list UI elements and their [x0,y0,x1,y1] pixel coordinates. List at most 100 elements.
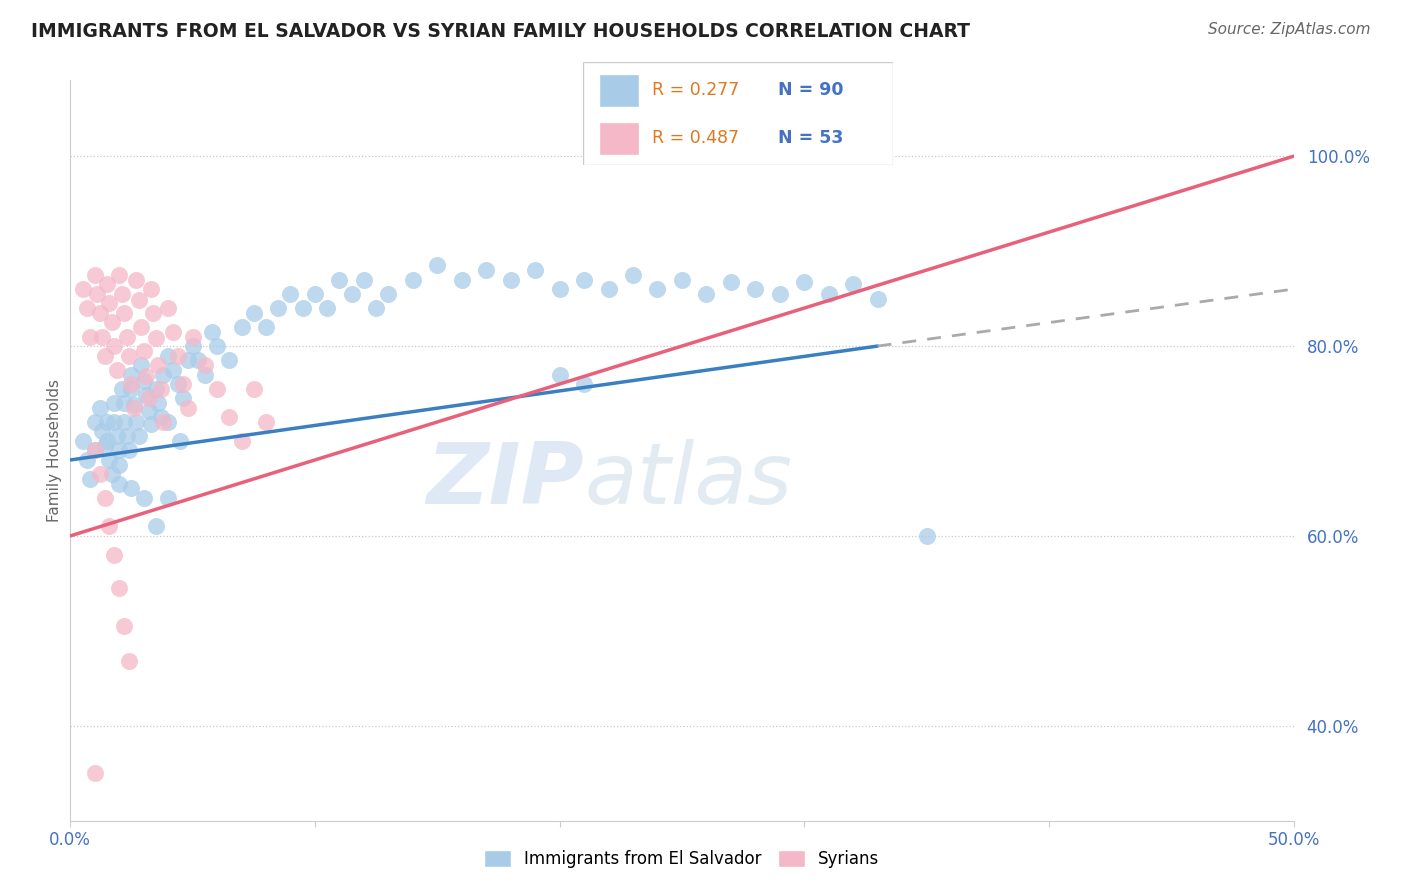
Point [101,315,124,329]
Point [671,272,693,286]
Point [122,401,145,415]
Point [83,268,105,282]
Point [83,766,105,780]
Point [205,382,228,396]
Point [145,331,167,345]
Point [218,353,240,368]
Point [118,349,141,363]
Point [138,391,160,405]
Point [128,429,150,443]
Point [105,429,128,443]
Text: atlas: atlas [583,439,792,522]
Point [218,410,240,425]
Point [112,619,135,633]
Point [426,259,449,273]
Text: IMMIGRANTS FROM EL SALVADOR VS SYRIAN FAMILY HOUSEHOLDS CORRELATION CHART: IMMIGRANTS FROM EL SALVADOR VS SYRIAN FA… [31,22,970,41]
Point [524,263,547,277]
Point [177,401,200,415]
Point [93,439,115,453]
Point [128,293,150,308]
Point [83,415,105,429]
Point [108,443,131,458]
Point [135,369,157,384]
Point [328,272,350,286]
Point [152,415,174,429]
Point [115,329,138,343]
Point [132,491,155,505]
Point [108,476,131,491]
Point [450,272,472,286]
Point [132,374,155,388]
Point [243,306,266,320]
Point [83,443,105,458]
Point [254,415,277,429]
Point [101,467,124,482]
Point [186,353,208,368]
Point [647,282,669,296]
Point [254,320,277,334]
Point [291,301,314,315]
Point [93,491,115,505]
Point [280,286,302,301]
Point [125,272,148,286]
Point [842,277,865,292]
Point [353,272,375,286]
Point [145,519,167,533]
Point [89,401,111,415]
Point [138,403,160,417]
Legend: Immigrants from El Salvador, Syrians: Immigrants from El Salvador, Syrians [484,850,880,868]
Point [112,415,135,429]
Point [103,548,125,562]
Point [108,581,131,595]
Point [548,368,571,382]
Point [105,363,128,377]
Point [86,286,108,301]
Point [172,377,194,392]
Point [125,415,148,429]
Point [96,277,118,292]
Point [181,329,204,343]
Point [243,382,266,396]
Point [157,491,180,505]
Point [91,329,114,343]
Point [129,358,152,372]
Point [499,272,522,286]
Point [267,301,290,315]
Point [135,388,157,402]
Point [157,349,180,363]
Point [572,377,595,392]
Point [769,286,792,301]
Point [162,363,184,377]
Point [231,434,253,448]
Text: N = 90: N = 90 [779,81,844,99]
Bar [599,122,640,155]
Point [91,425,114,439]
Point [793,275,815,289]
Point [148,396,170,410]
Point [475,263,498,277]
Point [139,282,162,296]
Point [111,286,134,301]
Point [744,282,766,296]
Point [181,339,204,353]
Point [72,282,94,296]
Point [103,415,125,429]
Point [112,306,135,320]
Point [162,325,184,339]
Point [96,415,118,429]
Point [76,301,98,315]
Point [121,482,143,496]
Point [79,329,101,343]
Text: R = 0.277: R = 0.277 [651,81,738,99]
Point [121,377,143,392]
Point [316,301,339,315]
Point [169,434,191,448]
Point [76,453,98,467]
Point [72,434,94,448]
Point [304,286,326,301]
Point [915,529,938,543]
Point [118,443,141,458]
FancyBboxPatch shape [583,62,893,165]
Point [129,320,152,334]
Point [201,325,224,339]
